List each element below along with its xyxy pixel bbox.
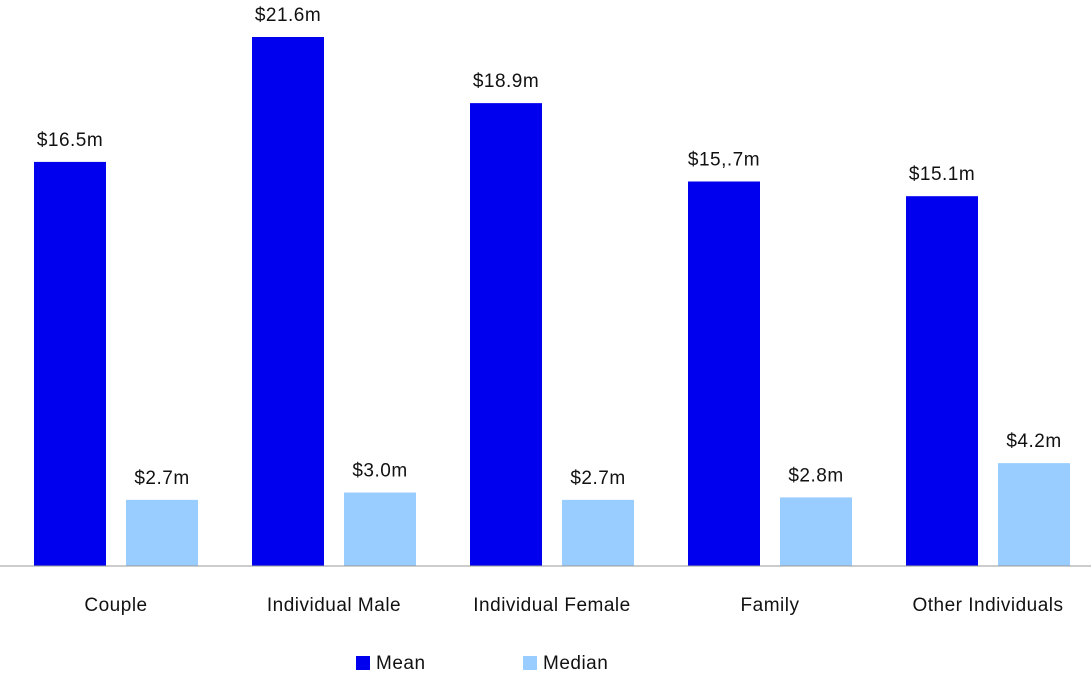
value-label: $15.1m <box>909 164 975 185</box>
value-label: $15,.7m <box>688 150 760 171</box>
value-label: $4.2m <box>1006 431 1061 452</box>
bar <box>998 463 1070 566</box>
bar <box>780 497 852 566</box>
bar <box>252 37 324 566</box>
bar <box>906 196 978 566</box>
bar <box>344 492 416 566</box>
x-tick-label: Individual Female <box>473 595 630 616</box>
value-label: $2.7m <box>570 468 625 489</box>
legend-swatch <box>356 656 370 670</box>
value-label: $16.5m <box>37 130 103 151</box>
value-label: $18.9m <box>473 71 539 92</box>
bar <box>34 161 106 566</box>
value-label: $2.7m <box>134 468 189 489</box>
value-label: $3.0m <box>352 461 407 482</box>
x-tick-label: Family <box>741 595 800 616</box>
x-tick-label: Individual Male <box>267 595 401 616</box>
value-label: $21.6m <box>255 5 321 26</box>
legend-label: Mean <box>376 653 426 674</box>
bar <box>562 499 634 566</box>
legend-label: Median <box>543 653 608 674</box>
legend-swatch <box>523 656 537 670</box>
bar <box>688 181 760 567</box>
bar <box>470 103 542 566</box>
bar <box>126 499 198 566</box>
x-tick-label: Other Individuals <box>912 595 1063 616</box>
value-label: $2.8m <box>788 465 843 486</box>
x-tick-label: Couple <box>84 595 147 616</box>
